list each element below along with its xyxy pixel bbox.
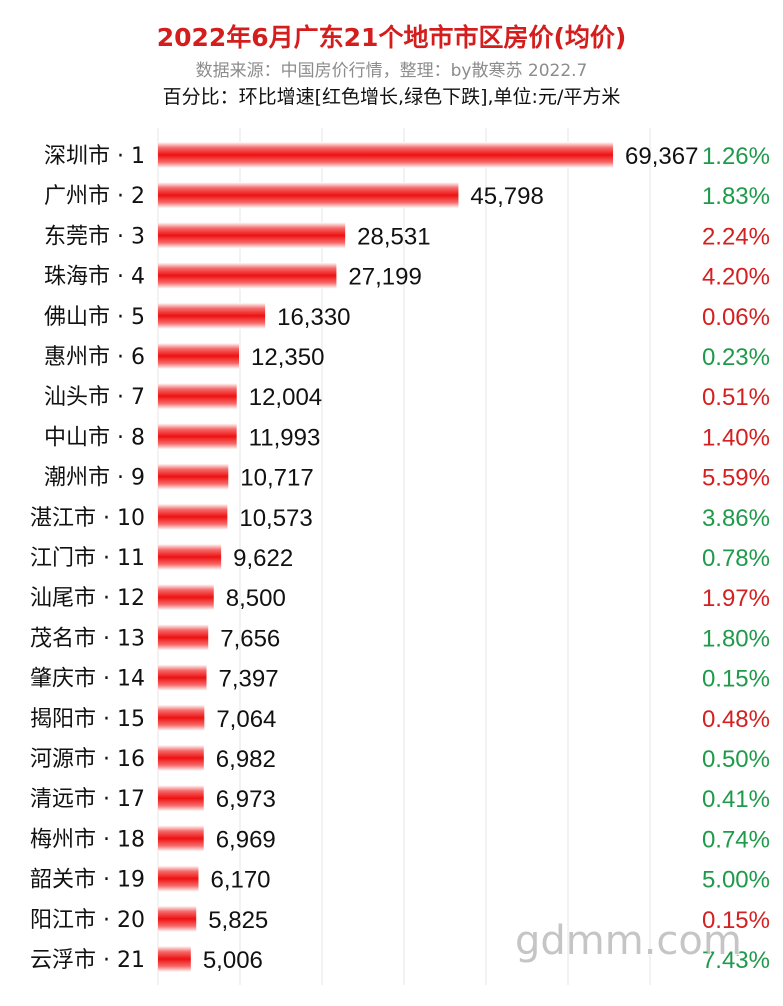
category-label: 揭阳市 · 15 bbox=[30, 707, 145, 732]
category-label: 茂名市 · 13 bbox=[30, 626, 145, 651]
mom-change-label: 0.74% bbox=[702, 826, 770, 853]
chart-title: 2022年6月广东21个地市市区房价(均价) bbox=[156, 23, 627, 52]
bars bbox=[158, 142, 614, 972]
bar bbox=[158, 503, 228, 530]
bar bbox=[158, 704, 205, 731]
bar bbox=[158, 423, 237, 450]
chart-subtitle: 数据来源：中国房价行情，整理：by散寒苏 2022.7 bbox=[195, 61, 588, 81]
bar bbox=[158, 825, 204, 852]
chart-note: 百分比：环比增速[红色增长,绿色下跌],单位:元/平方米 bbox=[162, 86, 621, 108]
bar bbox=[158, 865, 199, 892]
mom-change-label: 0.51% bbox=[702, 384, 770, 411]
value-label: 45,798 bbox=[470, 183, 543, 210]
bar bbox=[158, 142, 614, 168]
category-label: 汕尾市 · 12 bbox=[30, 586, 145, 611]
mom-change-label: 1.80% bbox=[702, 625, 770, 652]
mom-change-label: 3.86% bbox=[702, 505, 770, 532]
mom-change-label: 4.20% bbox=[702, 264, 770, 291]
category-label: 东莞市 · 3 bbox=[44, 224, 145, 249]
mom-change-label: 1.83% bbox=[702, 183, 770, 210]
category-label: 中山市 · 8 bbox=[44, 425, 145, 450]
value-label: 27,199 bbox=[348, 264, 421, 291]
value-label: 16,330 bbox=[277, 304, 350, 331]
value-label: 9,622 bbox=[233, 545, 293, 572]
value-label: 12,350 bbox=[251, 344, 324, 371]
mom-change-label: 0.50% bbox=[702, 746, 770, 773]
bar bbox=[158, 463, 229, 490]
mom-change-label: 0.06% bbox=[702, 304, 770, 331]
category-label: 肇庆市 · 14 bbox=[30, 667, 145, 692]
mom-change-label: 7.43% bbox=[702, 947, 770, 974]
value-label: 7,397 bbox=[219, 666, 279, 693]
category-label: 珠海市 · 4 bbox=[44, 265, 145, 290]
bar bbox=[158, 946, 191, 972]
value-label: 28,531 bbox=[357, 223, 430, 250]
bar bbox=[158, 383, 237, 410]
category-label: 广州市 · 2 bbox=[44, 184, 145, 209]
value-label: 6,982 bbox=[216, 746, 276, 773]
mom-change-label: 1.97% bbox=[702, 585, 770, 612]
category-label: 佛山市 · 5 bbox=[44, 305, 145, 330]
value-label: 11,993 bbox=[249, 424, 321, 451]
value-label: 69,367 bbox=[625, 143, 698, 170]
bar bbox=[158, 624, 209, 651]
bar bbox=[158, 222, 346, 249]
bar bbox=[158, 544, 222, 570]
bar bbox=[158, 664, 207, 691]
category-label: 云浮市 · 21 bbox=[30, 948, 145, 973]
value-label: 6,973 bbox=[216, 786, 276, 813]
mom-change-label: 2.24% bbox=[702, 223, 770, 250]
value-label: 7,656 bbox=[220, 625, 280, 652]
mom-change-label: 0.23% bbox=[702, 344, 770, 371]
category-label: 潮州市 · 9 bbox=[44, 466, 145, 491]
category-label: 河源市 · 16 bbox=[30, 747, 145, 772]
mom-change-label: 0.15% bbox=[702, 666, 770, 693]
bar bbox=[158, 905, 197, 932]
mom-change-label: 5.59% bbox=[702, 465, 770, 492]
bar bbox=[158, 343, 240, 369]
value-label: 12,004 bbox=[249, 384, 322, 411]
category-label: 阳江市 · 20 bbox=[30, 908, 145, 933]
category-label: 江门市 · 11 bbox=[30, 546, 145, 571]
value-label: 10,573 bbox=[239, 505, 312, 532]
category-label: 深圳市 · 1 bbox=[44, 144, 145, 169]
mom-change-label: 0.78% bbox=[702, 545, 770, 572]
category-label: 惠州市 · 6 bbox=[44, 345, 145, 370]
mom-change-label: 0.15% bbox=[702, 907, 770, 934]
value-label: 5,006 bbox=[203, 947, 263, 974]
value-label: 7,064 bbox=[216, 706, 276, 733]
value-label: 6,170 bbox=[210, 867, 270, 894]
bar bbox=[158, 182, 459, 209]
value-label: 8,500 bbox=[226, 585, 286, 612]
bar bbox=[158, 262, 337, 289]
bar bbox=[158, 785, 204, 812]
labels: 深圳市 · 1 69,367 1.26% 广州市 · 2 45,798 1.83% 东莞市 … bbox=[30, 143, 770, 974]
category-label: 清远市 · 17 bbox=[30, 787, 145, 812]
watermark: gdmm.com bbox=[515, 918, 742, 964]
category-label: 湛江市 · 10 bbox=[30, 506, 145, 531]
mom-change-label: 1.40% bbox=[702, 424, 770, 451]
category-label: 韶关市 · 19 bbox=[30, 868, 145, 893]
value-label: 6,969 bbox=[216, 826, 276, 853]
mom-change-label: 0.41% bbox=[702, 786, 770, 813]
bar bbox=[158, 302, 266, 329]
bar bbox=[158, 584, 214, 611]
category-label: 汕头市 · 7 bbox=[44, 385, 145, 410]
category-label: 梅州市 · 18 bbox=[30, 827, 145, 852]
mom-change-label: 5.00% bbox=[702, 867, 770, 894]
bar bbox=[158, 745, 204, 771]
value-label: 5,825 bbox=[208, 907, 268, 934]
value-label: 10,717 bbox=[240, 465, 313, 492]
mom-change-label: 1.26% bbox=[702, 143, 770, 170]
grid-lines bbox=[157, 128, 651, 985]
mom-change-label: 0.48% bbox=[702, 706, 770, 733]
